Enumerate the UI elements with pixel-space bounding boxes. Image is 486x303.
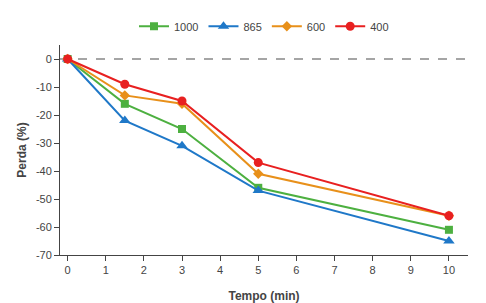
svg-text:-10: -10 [36,81,52,93]
svg-text:1000: 1000 [174,21,198,33]
svg-text:-40: -40 [36,165,52,177]
svg-text:10: 10 [443,264,455,276]
svg-text:7: 7 [331,264,337,276]
svg-text:Perda (%): Perda (%) [15,122,29,177]
svg-text:4: 4 [217,264,223,276]
svg-text:2: 2 [141,264,147,276]
svg-text:0: 0 [46,53,52,65]
svg-text:865: 865 [243,21,261,33]
svg-text:-70: -70 [36,249,52,261]
svg-text:-60: -60 [36,221,52,233]
svg-text:3: 3 [179,264,185,276]
svg-text:8: 8 [370,264,376,276]
svg-text:-30: -30 [36,137,52,149]
svg-text:5: 5 [255,264,261,276]
svg-text:9: 9 [408,264,414,276]
svg-text:Tempo (min): Tempo (min) [228,289,299,303]
svg-text:400: 400 [370,21,388,33]
svg-text:1: 1 [103,264,109,276]
svg-text:600: 600 [307,21,325,33]
svg-text:-20: -20 [36,109,52,121]
svg-text:0: 0 [65,264,71,276]
svg-text:6: 6 [293,264,299,276]
svg-text:-50: -50 [36,193,52,205]
